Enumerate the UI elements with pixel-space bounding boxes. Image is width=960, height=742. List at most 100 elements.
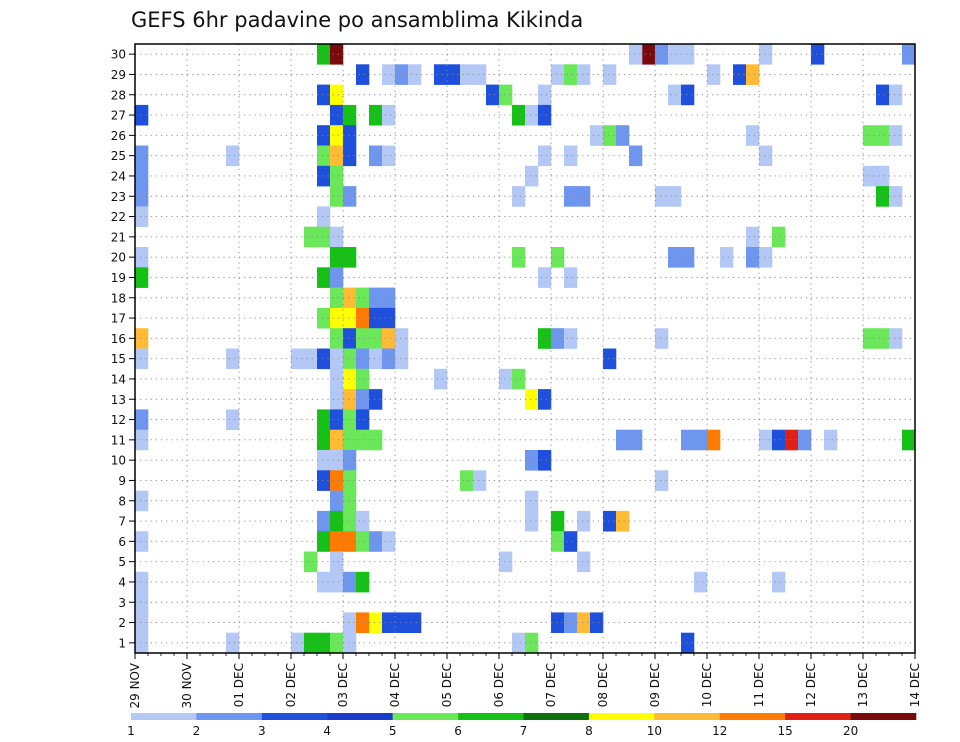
cell-member-30 [655, 44, 669, 65]
y-tick-label: 9 [118, 474, 126, 488]
x-tick-label: 07 DEC [544, 663, 558, 707]
cell-member-18 [330, 287, 344, 309]
cell-member-18 [382, 287, 396, 309]
cell-member-21 [304, 226, 318, 248]
cell-member-11 [824, 429, 838, 451]
cell-member-7 [603, 510, 617, 532]
cell-member-15 [356, 348, 370, 370]
cell-member-20 [668, 247, 682, 268]
cell-member-26 [603, 125, 617, 146]
cell-member-16 [538, 328, 552, 349]
cell-member-29 [382, 64, 396, 85]
cell-member-9 [330, 470, 344, 491]
cell-member-11 [629, 429, 643, 451]
cell-member-27 [382, 104, 396, 126]
cell-member-28 [876, 84, 890, 106]
cell-member-24 [330, 165, 344, 187]
cell-member-23 [668, 186, 682, 207]
cell-member-17 [330, 307, 344, 329]
scale-label: 3 [258, 724, 266, 738]
cell-member-28 [889, 84, 903, 106]
scale-label: 4 [323, 724, 331, 738]
y-tick-label: 20 [111, 251, 126, 265]
cell-member-16 [655, 328, 669, 349]
cell-member-6 [330, 531, 344, 552]
cell-member-2 [564, 612, 578, 633]
cell-member-15 [382, 348, 396, 370]
cell-member-12 [330, 409, 344, 430]
y-tick-label: 24 [111, 169, 126, 183]
y-tick-label: 17 [111, 312, 126, 326]
cell-member-11 [772, 429, 786, 451]
scale-label: 8 [585, 724, 593, 738]
cell-member-23 [330, 186, 344, 207]
cell-member-15 [603, 348, 617, 370]
cell-member-27 [343, 104, 357, 126]
cell-member-1 [135, 632, 149, 654]
cell-member-25 [226, 145, 240, 167]
ensemble-cells [135, 44, 916, 654]
cell-member-30 [317, 44, 331, 65]
cell-member-26 [889, 125, 903, 146]
scale-label: 5 [389, 724, 397, 738]
cell-member-20 [551, 247, 565, 268]
cell-member-26 [616, 125, 630, 146]
x-tick-label: 14 DEC [908, 663, 922, 707]
cell-member-2 [408, 612, 422, 633]
cell-member-23 [512, 186, 526, 207]
scale-label: 12 [712, 724, 727, 738]
cell-member-4 [135, 571, 149, 593]
x-axis-ticks: 29 NOV 30 NOV 01 DEC 02 DEC 03 DEC 04 DEC 05 D… [128, 653, 922, 709]
x-tick-label: 13 DEC [856, 663, 870, 707]
cell-member-13 [356, 389, 370, 410]
y-tick-label: 7 [118, 515, 126, 529]
cell-member-28 [499, 84, 513, 106]
cell-member-13 [525, 389, 539, 410]
cell-member-17 [343, 307, 357, 329]
cell-member-28 [330, 84, 344, 106]
scale-swatch [392, 713, 459, 720]
cell-member-1 [525, 632, 539, 654]
x-tick-label: 04 DEC [388, 663, 402, 707]
scale-label: 2 [193, 724, 201, 738]
cell-member-7 [616, 510, 630, 532]
cell-member-8 [343, 490, 357, 512]
cell-member-6 [356, 531, 370, 552]
y-tick-label: 2 [118, 616, 126, 630]
cell-member-27 [525, 104, 539, 126]
cell-member-25 [538, 145, 552, 167]
scale-label: 1 [127, 724, 135, 738]
cell-member-9 [317, 470, 331, 491]
cell-member-6 [564, 531, 578, 552]
cell-member-25 [564, 145, 578, 167]
scale-swatch [654, 713, 721, 720]
cell-member-6 [382, 531, 396, 552]
cell-member-23 [577, 186, 591, 207]
cell-member-19 [317, 267, 331, 288]
cell-member-13 [369, 389, 383, 410]
cell-member-1 [512, 632, 526, 654]
cell-member-16 [382, 328, 396, 349]
cell-member-30 [668, 44, 682, 65]
x-tick-label: 10 DEC [700, 663, 714, 707]
cell-member-16 [876, 328, 890, 349]
grid-lines [135, 44, 915, 653]
cell-member-24 [135, 165, 149, 187]
cell-member-9 [343, 470, 357, 491]
cell-member-28 [668, 84, 682, 106]
cell-member-24 [863, 165, 877, 187]
cell-member-29 [733, 64, 747, 85]
x-tick-label: 11 DEC [752, 663, 766, 707]
cell-member-9 [473, 470, 487, 491]
cell-member-7 [330, 510, 344, 532]
cell-member-14 [330, 368, 344, 390]
cell-member-28 [681, 84, 695, 106]
cell-member-15 [395, 348, 409, 370]
cell-member-28 [538, 84, 552, 106]
cell-member-7 [577, 510, 591, 532]
cell-member-30 [681, 44, 695, 65]
cell-member-1 [226, 632, 240, 654]
cell-member-3 [135, 592, 149, 613]
scale-swatch [719, 713, 786, 720]
